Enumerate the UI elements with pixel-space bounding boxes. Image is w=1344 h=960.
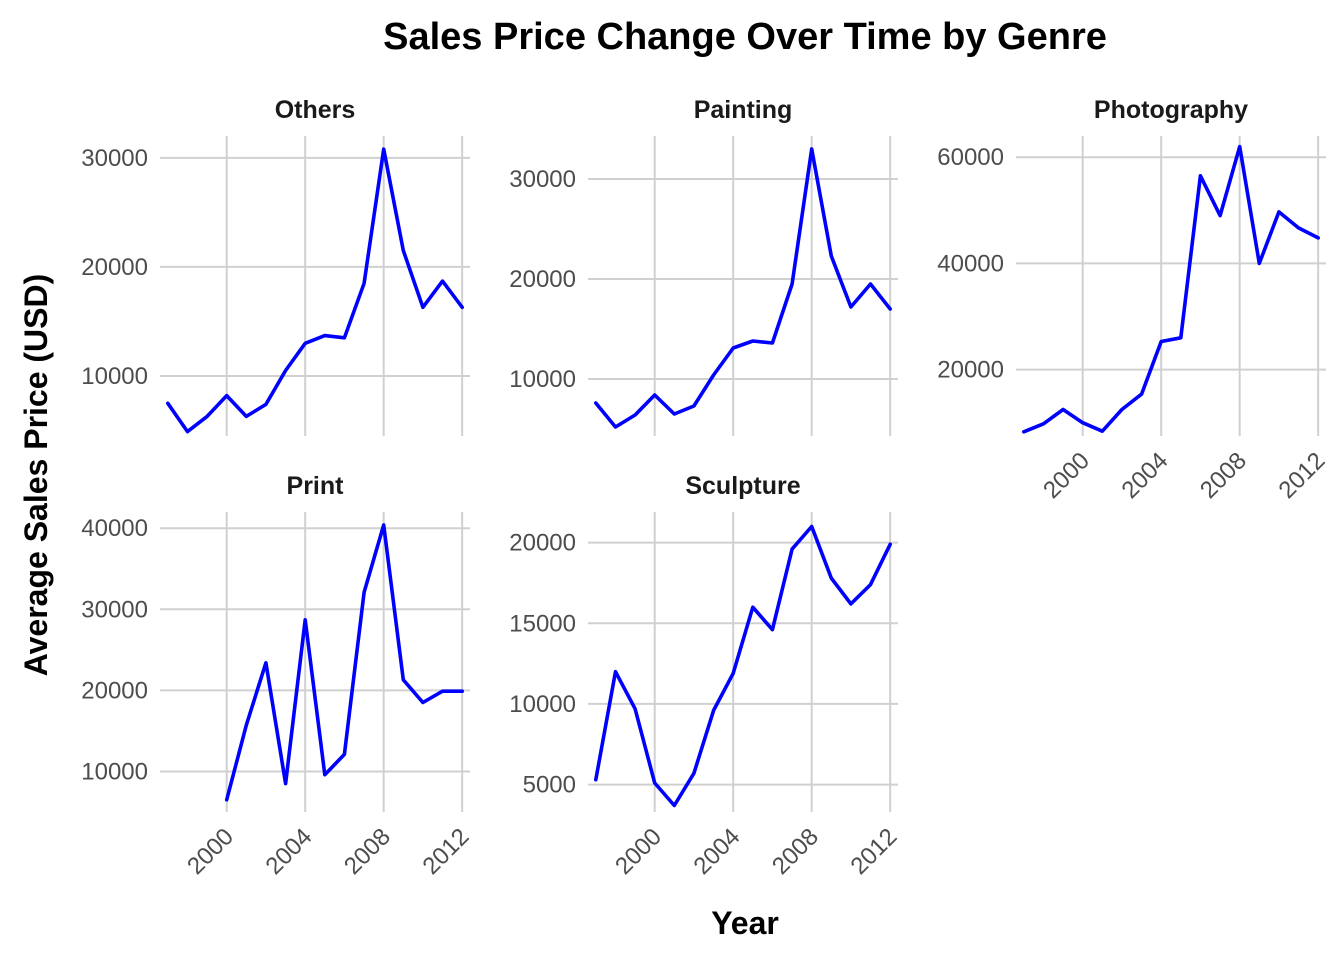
facet-label-photography: Photography	[1094, 96, 1248, 124]
y-tick-label: 20000	[81, 677, 148, 704]
facet-painting: Painting 10000 20000 30000	[509, 96, 898, 436]
y-tick-label: 30000	[81, 596, 148, 623]
x-axis-title: Year	[711, 905, 779, 941]
x-tick-label: 2012	[1274, 447, 1331, 504]
series-line-print	[224, 523, 464, 802]
y-tick-label: 20000	[509, 530, 576, 557]
y-tick-label: 10000	[81, 363, 148, 390]
x-tick-label: 2000	[610, 823, 667, 880]
y-tick-label: 5000	[523, 772, 576, 799]
y-tick-label: 10000	[509, 366, 576, 393]
x-tick-label: 2004	[1117, 447, 1174, 504]
y-tick-label: 30000	[509, 166, 576, 193]
x-tick-label: 2004	[261, 823, 318, 880]
x-tick-label: 2000	[1038, 447, 1095, 504]
series-line-painting	[594, 147, 892, 429]
y-tick-label: 40000	[937, 250, 1004, 277]
x-tick-label: 2008	[1195, 447, 1252, 504]
facet-label-sculpture: Sculpture	[685, 472, 800, 500]
facet-label-painting: Painting	[694, 96, 793, 124]
x-tick-label: 2004	[689, 823, 746, 880]
facet-print: Print 10000 20000 30000 40000 2000 2004 2008 201…	[81, 472, 474, 880]
facet-sculpture: Sculpture 5000 10000 15000 20000 2000 2004 2008…	[509, 472, 902, 880]
x-tick-label: 2008	[339, 823, 396, 880]
y-axis-title: Average Sales Price (USD)	[18, 274, 54, 677]
x-tick-label: 2012	[846, 823, 903, 880]
facet-label-print: Print	[287, 472, 345, 500]
y-tick-label: 10000	[81, 758, 148, 785]
y-tick-label: 60000	[937, 144, 1004, 171]
y-tick-label: 20000	[509, 266, 576, 293]
y-tick-label: 20000	[81, 254, 148, 281]
y-tick-label: 15000	[509, 610, 576, 637]
y-tick-label: 30000	[81, 145, 148, 172]
series-line-others	[166, 147, 464, 434]
x-tick-label: 2000	[182, 823, 239, 880]
x-tick-label: 2012	[418, 823, 475, 880]
y-tick-label: 10000	[509, 691, 576, 718]
y-tick-label: 40000	[81, 515, 148, 542]
series-line-photography	[1022, 144, 1320, 434]
facet-photography: Photography 20000 40000 60000 2000 2004 2008 20…	[937, 96, 1330, 504]
facet-label-others: Others	[275, 96, 356, 124]
x-tick-label: 2008	[767, 823, 824, 880]
y-tick-label: 20000	[937, 357, 1004, 384]
chart-title: Sales Price Change Over Time by Genre	[383, 16, 1107, 58]
facet-panels: Others 10000 20000 30000 Painting 10000 20000 3…	[81, 96, 1330, 880]
series-line-sculpture	[594, 524, 892, 808]
facet-others: Others 10000 20000 30000	[81, 96, 470, 436]
